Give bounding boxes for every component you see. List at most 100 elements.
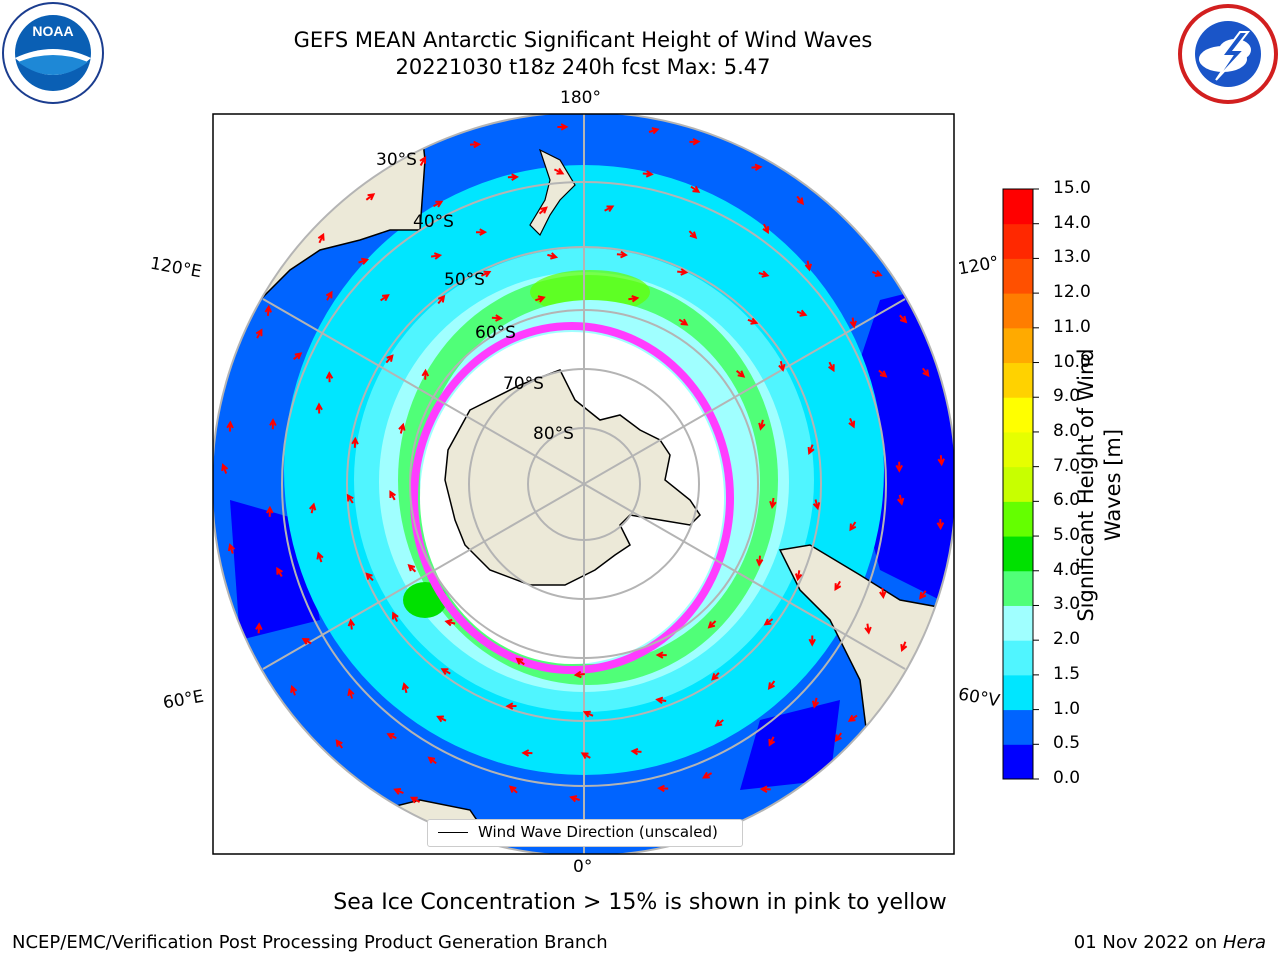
colorbar-label-line2: Waves [m]	[1101, 428, 1125, 542]
colorbar-tick-label: 11.0	[1053, 316, 1091, 337]
colorbar-swatch	[1003, 223, 1033, 259]
wind-wave-arrow	[521, 749, 533, 757]
wind-wave-arrow	[386, 733, 397, 740]
wind-wave-arrow	[573, 670, 585, 679]
wind-wave-arrow	[221, 463, 229, 474]
wind-wave-arrow	[507, 173, 519, 181]
wind-wave-arrow	[758, 419, 766, 431]
colorbar-swatch	[1003, 397, 1033, 433]
footer-credit: NCEP/EMC/Verification Post Processing Pr…	[12, 932, 608, 953]
wind-wave-arrow	[796, 195, 804, 206]
wind-wave-arrow	[308, 502, 317, 514]
colorbar-swatch	[1003, 293, 1033, 329]
wind-wave-arrow	[808, 635, 816, 647]
wind-wave-arrow	[690, 185, 701, 193]
wind-wave-arrow	[711, 672, 720, 681]
colorbar-swatch	[1003, 605, 1033, 641]
wind-wave-arrow	[864, 623, 872, 635]
wind-wave-arrow	[325, 290, 333, 301]
wind-wave-arrow	[747, 317, 759, 325]
lat-label-30: 30°S	[376, 150, 417, 170]
wind-wave-arrow	[812, 499, 821, 511]
wind-wave-arrow	[557, 123, 569, 131]
wind-wave-arrow	[899, 314, 908, 324]
wind-wave-arrow	[534, 295, 546, 303]
wind-wave-arrow	[505, 702, 517, 710]
wind-wave-arrow	[655, 651, 667, 659]
lat-label-70: 70°S	[503, 374, 544, 394]
colorbar-tick-label: 2.0	[1053, 629, 1081, 650]
footer-date: 01 Nov 2022 on Hera	[1074, 932, 1266, 953]
lat-label-60: 60°S	[475, 323, 516, 343]
wind-wave-arrow	[689, 138, 701, 146]
wind-wave-arrow	[582, 710, 594, 718]
wind-wave-arrow	[427, 756, 437, 765]
colorbar-tick-label: 14.0	[1053, 212, 1091, 233]
wind-wave-arrow	[547, 252, 559, 260]
colorbar-swatch	[1003, 570, 1033, 606]
wind-wave-arrow	[604, 205, 615, 213]
wind-wave-arrow	[255, 328, 263, 339]
wind-wave-arrow	[755, 555, 764, 567]
colorbar-swatch	[1003, 362, 1033, 398]
wind-wave-arrow	[437, 294, 446, 305]
colorbar-swatch	[1003, 744, 1033, 780]
wind-wave-arrow	[677, 268, 689, 276]
colorbar-tick-label: 5.0	[1053, 525, 1081, 546]
wind-wave-arrow	[266, 505, 274, 517]
wind-wave-arrow	[317, 232, 325, 244]
wind-wave-arrow	[796, 309, 808, 317]
colorbar-tick-label: 1.5	[1053, 663, 1081, 684]
sea-ice-note: Sea Ice Concentration > 15% is shown in …	[333, 890, 947, 915]
lon-label-180: 180°	[560, 88, 601, 108]
wind-wave-arrow	[346, 493, 354, 504]
chart-subtitle: 20221030 t18z 240h fcst Max: 5.47	[395, 55, 771, 79]
wind-wave-arrow	[538, 206, 548, 215]
wind-wave-arrow	[648, 127, 660, 135]
wind-wave-arrow	[936, 518, 945, 531]
wind-wave-arrow	[642, 170, 654, 178]
wind-wave-arrow	[657, 784, 669, 793]
wind-wave-arrow	[879, 587, 887, 599]
colorbar-swatch	[1003, 709, 1033, 745]
wind-wave-arrow	[347, 688, 355, 699]
wind-wave-arrow	[276, 566, 283, 577]
wind-wave-arrow	[762, 223, 770, 235]
wind-wave-arrow	[351, 436, 359, 448]
wind-wave-arrow	[848, 417, 856, 429]
wind-wave-arrow	[430, 252, 443, 260]
wind-wave-arrow	[897, 494, 905, 506]
wind-wave-arrow	[751, 163, 763, 172]
lat-label-40: 40°S	[413, 212, 454, 232]
wind-wave-arrow	[655, 696, 667, 704]
wind-wave-arrow	[769, 497, 777, 509]
map-legend: Wind Wave Direction (unscaled)	[427, 819, 743, 847]
footer-machine: Hera	[1222, 932, 1266, 953]
wind-wave-arrow	[421, 368, 430, 380]
colorbar-tick-label: 3.0	[1053, 594, 1081, 615]
wind-wave-arrow	[436, 715, 447, 723]
wind-wave-arrow	[393, 788, 404, 795]
wind-wave-arrow	[407, 563, 417, 573]
wind-wave-arrow	[735, 370, 746, 378]
wind-wave-arrow	[301, 637, 312, 645]
wind-wave-arrow	[900, 641, 908, 652]
wind-wave-arrow	[419, 155, 427, 166]
graticule	[213, 114, 954, 854]
colorbar-swatch	[1003, 536, 1033, 572]
wind-wave-arrow	[515, 657, 525, 666]
wind-wave-arrow	[440, 668, 451, 675]
footer-date-text: 01 Nov 2022 on	[1073, 932, 1223, 953]
colorbar-tick-label: 7.0	[1053, 455, 1081, 476]
wind-wave-arrow	[569, 795, 580, 803]
colorbar-swatch	[1003, 327, 1033, 364]
wind-wave-arrow	[365, 572, 374, 582]
wind-wave-arrow	[580, 752, 591, 760]
wind-wave-arrow	[391, 611, 399, 622]
wind-wave-arrow	[688, 230, 698, 240]
wind-wave-arrow	[714, 719, 724, 727]
colorbar-tick-label: 13.0	[1053, 247, 1091, 268]
wind-wave-arrow	[758, 270, 770, 278]
colorbar-swatch	[1003, 258, 1033, 294]
